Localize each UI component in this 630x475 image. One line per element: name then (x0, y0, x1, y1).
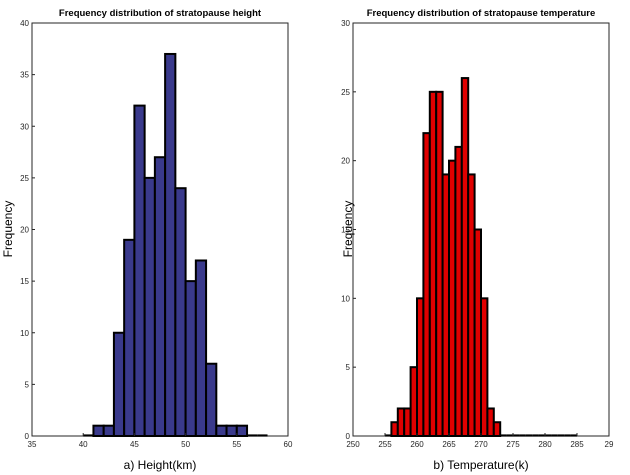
y-tick-label: 0 (25, 432, 30, 441)
histogram-height-panel: Frequency distribution of stratopause he… (1, 8, 293, 472)
y-tick-label: 10 (20, 329, 29, 338)
y-axis-ticks: 0 5 10 15 20 25 30 (341, 19, 356, 441)
x-tick-label: 50 (181, 440, 190, 449)
histogram-bar (205, 362, 218, 438)
y-tick-label: 35 (20, 71, 29, 80)
y-tick-label: 30 (341, 19, 350, 28)
histogram-bar (92, 424, 105, 437)
histogram-bar (480, 297, 489, 437)
y-axis-label: Frequency (341, 201, 355, 258)
x-tick-label: 265 (442, 440, 456, 449)
x-tick-label: 285 (570, 440, 584, 449)
histogram-bar (123, 238, 136, 437)
x-tick-label: 280 (538, 440, 552, 449)
x-tick-label: 255 (378, 440, 392, 449)
x-tick-label: 55 (232, 440, 241, 449)
y-tick-label: 25 (341, 88, 350, 97)
histogram-bar (215, 424, 228, 437)
x-tick-label: 60 (284, 440, 293, 449)
x-tick-label: 45 (130, 440, 139, 449)
x-tick-label: 35 (28, 440, 37, 449)
y-tick-label: 10 (341, 294, 350, 303)
y-axis-ticks: 0 5 10 15 20 25 30 35 40 (20, 19, 35, 441)
x-tick-label: 29 (605, 440, 614, 449)
y-tick-label: 20 (341, 157, 350, 166)
y-tick-label: 15 (20, 277, 29, 286)
y-tick-label: 5 (346, 363, 351, 372)
histogram-bar (225, 424, 238, 437)
histogram-bar (143, 176, 156, 438)
x-tick-label: 260 (410, 440, 424, 449)
chart-title: Frequency distribution of stratopause te… (367, 8, 596, 19)
histogram-bar (102, 424, 115, 437)
histogram-bar (153, 156, 167, 437)
chart-title: Frequency distribution of stratopause he… (59, 8, 262, 19)
y-tick-label: 0 (346, 432, 351, 441)
histogram-bar (174, 187, 187, 437)
histogram-bar (164, 52, 177, 437)
x-axis-ticks: 250 255 260 265 270 275 280 285 29 (346, 433, 614, 449)
histogram-bar (112, 331, 126, 437)
x-tick-label: 275 (506, 440, 520, 449)
histogram-temperature-panel: Frequency distribution of stratopause te… (341, 8, 614, 472)
bars-group (83, 52, 268, 438)
y-axis-label: Frequency (1, 201, 15, 258)
bars-group (385, 77, 577, 438)
x-axis-label: b) Temperature(k) (433, 458, 528, 472)
y-tick-label: 25 (20, 174, 29, 183)
y-tick-label: 5 (25, 380, 30, 389)
histogram-bar (133, 104, 146, 437)
x-tick-label: 270 (474, 440, 488, 449)
y-tick-label: 30 (20, 122, 29, 131)
histogram-bar (184, 280, 197, 438)
y-tick-label: 20 (20, 226, 29, 235)
histogram-bar (492, 421, 502, 438)
x-tick-label: 40 (79, 440, 88, 449)
histogram-bar (194, 259, 208, 438)
y-tick-label: 15 (341, 226, 350, 235)
x-axis-label: a) Height(km) (124, 458, 197, 472)
histogram-bar (235, 424, 249, 437)
y-tick-label: 40 (20, 19, 29, 28)
x-tick-label: 250 (346, 440, 360, 449)
